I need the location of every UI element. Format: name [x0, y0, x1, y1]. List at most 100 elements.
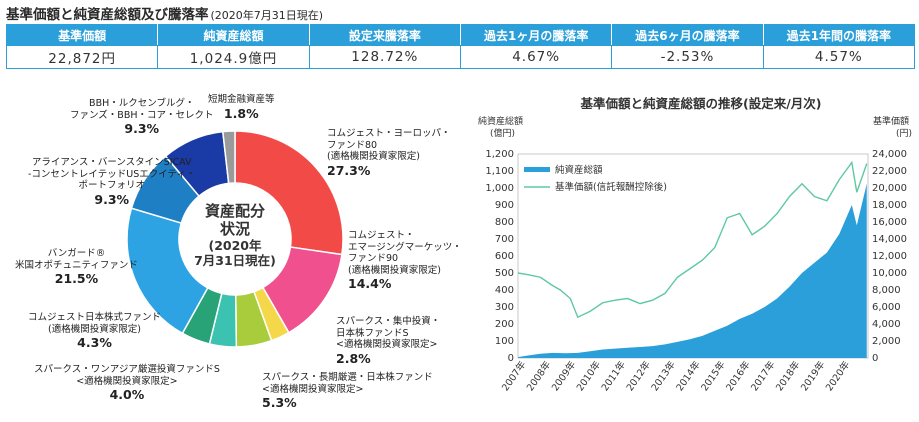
slice-label-text: バンガード® 米国オポチュニティファンド	[15, 248, 138, 271]
nav-trend-chart: 基準価額と純資産総額の推移(設定来/月次)純資産総額(億円)基準価額(円)010…	[478, 96, 912, 393]
label-line: <適格機関投資家限定>	[76, 375, 178, 387]
y2-axis-label: 基準価額	[873, 115, 909, 127]
y2-axis-label: (円)	[896, 128, 912, 139]
slice-label-pct: 14.4%	[348, 276, 392, 291]
y-tick-label: 400	[495, 285, 514, 296]
col-header-6m: 過去6ヶ月の騰落率	[611, 24, 764, 46]
y-tick-label: 500	[495, 268, 514, 279]
x-tick-label: 2020年	[823, 358, 852, 393]
cell-since-inception: 128.72%	[308, 45, 461, 69]
label-line: エマージングマーケッツ・	[348, 241, 462, 253]
slice-label-pct: 4.3%	[77, 335, 112, 350]
slice-label-comgest-emerging: コムジェスト・ エマージングマーケッツ・ ファンド90 (適格機関投資家限定) 14.4…	[348, 230, 462, 291]
label-line: コムジェスト・	[348, 230, 415, 241]
center-line-2: 状況	[219, 220, 250, 238]
cell-nav: 22,872円	[5, 45, 159, 69]
y-tick-label: 1,000	[485, 183, 514, 194]
label-line: コムジェスト日本株式ファンド	[28, 312, 162, 323]
donut-slice	[234, 130, 344, 256]
x-tick-label: 2012年	[624, 358, 653, 393]
label-line: 短期金融資産等	[208, 94, 275, 105]
y2-tick-label: 22,000	[872, 166, 907, 177]
label-line: スパークス・ワンアジア厳選投資ファンドS	[34, 364, 220, 375]
x-tick-label: 2018年	[773, 358, 802, 393]
y-tick-label: 700	[495, 234, 514, 245]
cell-6m: -2.53%	[611, 45, 764, 69]
y-axis-label: 純資産総額	[478, 115, 523, 127]
label-line: コムジェスト・ヨーロッパ・	[327, 128, 451, 139]
slice-label-comgest-japan: コムジェスト日本株式ファンド (適格機関投資家限定) 4.3%	[28, 312, 161, 350]
x-tick-label: 2015年	[699, 358, 728, 393]
y2-tick-label: 10,000	[872, 268, 907, 279]
slice-label-pct: 4.0%	[109, 387, 145, 402]
cell-1m: 4.67%	[459, 45, 613, 69]
col-header-net-assets: 純資産総額	[157, 24, 310, 46]
slice-label-sparx-long-term: スパークス・長期厳選・日本株ファンド <適格機関投資家限定> 5.3%	[262, 372, 433, 410]
label-line: <適格機関投資家限定>	[262, 383, 364, 395]
as-of-date: (2020年7月31日現在)	[210, 9, 324, 22]
x-tick-label: 2008年	[524, 358, 553, 393]
x-tick-label: 2016年	[723, 358, 752, 393]
y-tick-label: 600	[495, 251, 514, 262]
slice-label-pct: 2.8%	[336, 350, 371, 366]
slice-label-text: スパークス・長期厳選・日本株ファンド <適格機関投資家限定>	[262, 372, 433, 395]
cell-net-assets: 1,024.9億円	[157, 45, 310, 69]
y-tick-label: 1,200	[485, 149, 514, 160]
center-line-1: 資産配分	[204, 202, 265, 220]
x-tick-label: 2014年	[674, 358, 703, 393]
slice-label-text: 短期金融資産等	[208, 94, 275, 106]
table-row: 22,872円 1,024.9億円 128.72% 4.67% -2.53% 4…	[5, 45, 916, 69]
y2-tick-label: 6,000	[872, 302, 901, 313]
label-line: (適格機関投資家限定)	[348, 264, 441, 276]
label-line: ファンド80	[327, 139, 378, 151]
x-tick-label: 2013年	[649, 358, 678, 393]
label-line: アライアンス・バーンスタインSICAV	[31, 157, 192, 168]
table-header-row: 基準価額 純資産総額 設定来騰落率 過去1ヶ月の騰落率 過去6ヶ月の騰落率 過去…	[5, 24, 916, 46]
col-header-1y: 過去1年間の騰落率	[762, 24, 916, 46]
center-line-3: (2020年	[208, 238, 262, 253]
y-tick-label: 0	[508, 353, 514, 364]
col-header-since-inception: 設定来騰落率	[308, 24, 461, 46]
y-tick-label: 300	[495, 302, 514, 313]
y2-tick-label: 2,000	[872, 336, 901, 347]
legend-label-net-assets: 純資産総額	[555, 164, 603, 176]
y-tick-label: 900	[495, 200, 514, 211]
center-line-4: 7月31日現在)	[194, 253, 276, 268]
slice-label-sparx-one-asia: スパークス・ワンアジア厳選投資ファンドS <適格機関投資家限定> 4.0%	[34, 364, 220, 402]
slice-label-pct: 21.5%	[54, 271, 99, 286]
slice-label-alliance-bernstein: アライアンス・バーンスタインSICAV -コンセントレイテッドUSエクイティ・ ポー…	[28, 157, 195, 207]
label-line: -コンセントレイテッドUSエクイティ・	[28, 168, 196, 180]
label-line: 日本株ファンドS	[336, 327, 409, 339]
x-tick-label: 2017年	[748, 358, 777, 393]
y-tick-label: 800	[495, 217, 514, 228]
x-tick-label: 2011年	[599, 358, 628, 393]
donut-center-label: 資産配分 状況 (2020年 7月31日現在)	[190, 202, 280, 268]
col-header-nav: 基準価額	[5, 24, 159, 46]
slice-label-text: アライアンス・バーンスタインSICAV -コンセントレイテッドUSエクイティ・ ポー…	[28, 157, 195, 192]
slice-label-pct: 1.8%	[223, 105, 259, 121]
x-tick-label: 2009年	[549, 358, 578, 393]
label-line: バンガード®	[47, 248, 106, 259]
slice-label-text: コムジェスト日本株式ファンド (適格機関投資家限定)	[28, 312, 161, 335]
y2-tick-label: 8,000	[872, 285, 901, 296]
legend-swatch-area	[524, 167, 550, 172]
slice-label-pct: 5.3%	[262, 395, 297, 410]
slice-label-text: コムジェスト・ エマージングマーケッツ・ ファンド90 (適格機関投資家限定)	[348, 230, 462, 276]
title-text: 基準価額と純資産総額及び騰落率	[6, 7, 209, 23]
col-header-1m: 過去1ヶ月の騰落率	[459, 24, 613, 46]
y2-tick-label: 20,000	[872, 183, 907, 194]
label-line: (適格機関投資家限定)	[48, 323, 141, 335]
slice-label-short-term: 短期金融資産等 1.8%	[208, 94, 275, 121]
y2-tick-label: 4,000	[872, 319, 901, 330]
page-title: 基準価額と純資産総額及び騰落率 (2020年7月31日現在)	[6, 3, 323, 23]
slice-label-sparx-concentrated: スパークス・集中投資・ 日本株ファンドS <適格機関投資家限定> 2.8%	[336, 316, 440, 366]
slice-label-text: コムジェスト・ヨーロッパ・ ファンド80 (適格機関投資家限定)	[327, 128, 451, 163]
x-tick-label: 2019年	[798, 358, 827, 393]
donut-slice	[221, 130, 236, 185]
allocation-donut-chart	[126, 130, 344, 348]
legend-label-nav: 基準価額(信託報酬控除後)	[555, 181, 667, 193]
y-axis-label: (億円)	[490, 127, 515, 139]
chart-title: 基準価額と純資産総額の推移(設定来/月次)	[580, 96, 822, 111]
y2-tick-label: 18,000	[872, 200, 907, 211]
label-line: BBH・ルクセンブルグ・	[89, 98, 195, 109]
